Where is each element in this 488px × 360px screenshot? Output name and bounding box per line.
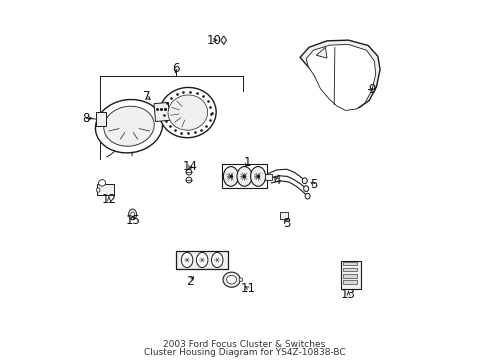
- Text: 15: 15: [125, 214, 140, 227]
- Text: 7: 7: [143, 90, 150, 103]
- Ellipse shape: [128, 209, 136, 220]
- Ellipse shape: [196, 252, 207, 267]
- Ellipse shape: [99, 180, 105, 186]
- Bar: [264, 174, 272, 180]
- Text: 1: 1: [243, 156, 251, 169]
- Ellipse shape: [223, 167, 238, 186]
- Text: 11: 11: [240, 282, 255, 295]
- Bar: [343, 262, 356, 265]
- Bar: [343, 274, 356, 278]
- Bar: [343, 280, 356, 284]
- Text: 2: 2: [186, 275, 193, 288]
- Ellipse shape: [223, 272, 240, 287]
- Text: 10: 10: [206, 33, 221, 47]
- Ellipse shape: [250, 167, 265, 186]
- Bar: [96, 112, 106, 126]
- Text: 14: 14: [182, 160, 197, 173]
- Bar: [279, 212, 287, 219]
- Text: 5: 5: [309, 178, 316, 191]
- Ellipse shape: [305, 193, 309, 199]
- Ellipse shape: [159, 87, 216, 138]
- Ellipse shape: [95, 99, 163, 153]
- Text: 9: 9: [367, 83, 375, 96]
- Ellipse shape: [302, 178, 306, 184]
- Polygon shape: [221, 36, 226, 44]
- Bar: [340, 261, 361, 289]
- Polygon shape: [300, 40, 379, 109]
- Ellipse shape: [226, 275, 236, 284]
- Text: 3: 3: [283, 216, 290, 230]
- Polygon shape: [316, 47, 326, 58]
- Ellipse shape: [131, 212, 134, 217]
- Bar: [154, 103, 169, 122]
- Text: Cluster Housing Diagram for YS4Z-10838-BC: Cluster Housing Diagram for YS4Z-10838-B…: [143, 348, 345, 357]
- Text: 8: 8: [82, 112, 89, 125]
- Bar: [343, 267, 356, 271]
- Polygon shape: [176, 251, 228, 269]
- Ellipse shape: [185, 177, 191, 183]
- Ellipse shape: [185, 169, 191, 175]
- Ellipse shape: [181, 252, 192, 267]
- Bar: [222, 164, 266, 188]
- Ellipse shape: [103, 106, 154, 146]
- Ellipse shape: [239, 278, 242, 282]
- Bar: [97, 184, 113, 195]
- Text: 2003 Ford Focus Cluster & Switches: 2003 Ford Focus Cluster & Switches: [163, 341, 325, 350]
- Text: 13: 13: [340, 288, 355, 301]
- Text: 4: 4: [272, 174, 280, 186]
- Ellipse shape: [237, 167, 251, 186]
- Ellipse shape: [96, 188, 100, 192]
- Ellipse shape: [211, 252, 223, 267]
- Polygon shape: [305, 44, 375, 111]
- Text: 12: 12: [101, 193, 116, 206]
- Text: 6: 6: [172, 62, 179, 75]
- Ellipse shape: [303, 186, 308, 192]
- Ellipse shape: [168, 95, 207, 130]
